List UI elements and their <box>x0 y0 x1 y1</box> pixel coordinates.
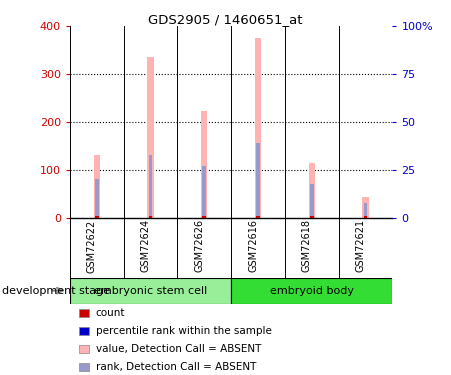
Text: development stage: development stage <box>2 286 110 296</box>
Bar <box>148 155 152 218</box>
Bar <box>255 38 261 218</box>
Text: value, Detection Call = ABSENT: value, Detection Call = ABSENT <box>96 344 261 354</box>
Bar <box>202 216 206 217</box>
Bar <box>95 216 99 217</box>
Text: rank, Detection Call = ABSENT: rank, Detection Call = ABSENT <box>96 362 256 372</box>
Bar <box>256 143 260 218</box>
Bar <box>364 216 368 217</box>
Text: GSM72618: GSM72618 <box>302 219 312 272</box>
Bar <box>364 203 368 217</box>
Text: GSM72622: GSM72622 <box>87 219 97 273</box>
Text: GSM72624: GSM72624 <box>141 219 151 272</box>
Bar <box>202 166 206 218</box>
Text: GDS2905 / 1460651_at: GDS2905 / 1460651_at <box>148 13 303 26</box>
Bar <box>231 278 392 304</box>
Text: GSM72621: GSM72621 <box>355 219 365 272</box>
Bar <box>201 111 207 218</box>
Text: embryoid body: embryoid body <box>270 286 354 296</box>
Bar <box>256 216 260 217</box>
Bar <box>310 216 314 217</box>
Text: GSM72616: GSM72616 <box>248 219 258 272</box>
Text: percentile rank within the sample: percentile rank within the sample <box>96 326 272 336</box>
Bar <box>362 197 369 217</box>
Bar <box>308 162 315 218</box>
Bar <box>70 278 231 304</box>
Text: count: count <box>96 308 125 318</box>
Bar <box>147 57 154 217</box>
Text: embryonic stem cell: embryonic stem cell <box>94 286 207 296</box>
Text: GSM72626: GSM72626 <box>194 219 204 272</box>
Bar <box>95 179 99 218</box>
Bar <box>93 155 100 218</box>
Bar <box>148 216 152 217</box>
Bar <box>310 184 314 218</box>
